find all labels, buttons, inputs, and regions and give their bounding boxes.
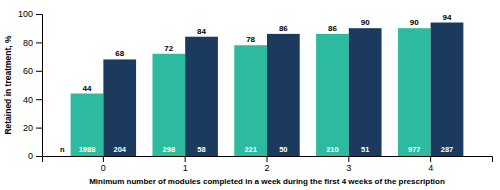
y-tick-label: 0: [28, 151, 33, 161]
x-tick-mark: [430, 156, 431, 162]
data-label: 72: [164, 44, 173, 53]
bar: [185, 37, 218, 156]
n-label: 1988: [79, 145, 96, 154]
n-label: 51: [361, 145, 369, 154]
x-axis-title: Minimum number of modules completed in a…: [89, 177, 445, 186]
data-label: 78: [246, 35, 255, 44]
axis-line: [43, 157, 493, 163]
y-axis: 0 20 40 60 80 100: [18, 9, 43, 161]
x-tick: 1: [183, 156, 188, 173]
n-label: 58: [197, 145, 205, 154]
n-label: 204: [113, 145, 126, 154]
x-tick-label: 3: [346, 163, 351, 173]
n-label: 298: [163, 145, 176, 154]
y-tick-label: 100: [18, 9, 33, 19]
n-label: 50: [279, 145, 287, 154]
bar: [152, 54, 185, 156]
bar: [103, 59, 136, 156]
y-tick: 60: [23, 66, 42, 76]
n-label: 977: [408, 145, 421, 154]
y-tick-mark: [36, 14, 42, 15]
y-tick-mark: [36, 128, 42, 129]
x-tick-mark: [348, 156, 349, 162]
y-tick: 20: [23, 123, 42, 133]
n-label: 210: [326, 145, 339, 154]
annotation: n: [60, 145, 65, 154]
bar: [234, 45, 267, 156]
x-tick-label: 2: [264, 163, 269, 173]
x-axis: 0 1 2 3 4: [43, 156, 493, 173]
data-label: 44: [83, 84, 92, 93]
y-tick-label: 80: [23, 38, 33, 48]
x-tick: 0: [101, 156, 106, 173]
data-labels: 44 72 78 86 90 68 84 86 90 94: [83, 13, 452, 93]
y-axis-title: Retained in treatment, %: [3, 35, 13, 135]
x-tick-mark: [185, 156, 186, 162]
bar: [398, 28, 431, 156]
x-tick: 4: [428, 156, 433, 173]
y-tick-label: 20: [23, 123, 33, 133]
y-tick-mark: [36, 42, 42, 43]
data-label: 90: [361, 18, 370, 27]
y-tick-mark: [36, 99, 42, 100]
bars: [71, 23, 464, 156]
bar: [267, 34, 300, 156]
y-tick-mark: [36, 156, 42, 157]
bar: [431, 23, 464, 156]
bar: [316, 34, 349, 156]
y-tick-label: 60: [23, 66, 33, 76]
x-tick-label: 4: [428, 163, 433, 173]
chart: 0204060801000123444727886906884869094198…: [0, 0, 500, 190]
y-tick: 0: [28, 151, 42, 161]
data-label: 90: [410, 18, 419, 27]
x-tick-label: 1: [183, 163, 188, 173]
data-label: 84: [197, 27, 206, 36]
data-label: 68: [115, 49, 124, 58]
n-label: 221: [244, 145, 257, 154]
data-label: 86: [328, 24, 337, 33]
n-labels: 1988 298 221 210 977 204 58 50 51 287: [79, 145, 454, 154]
y-tick: 100: [18, 9, 42, 19]
x-tick-label: 0: [101, 163, 106, 173]
y-tick: 80: [23, 38, 42, 48]
x-tick-mark: [103, 156, 104, 162]
n-label: 287: [441, 145, 454, 154]
data-label: 94: [443, 13, 452, 22]
bar: [71, 94, 104, 156]
axis-line: [36, 15, 43, 157]
y-tick-mark: [36, 71, 42, 72]
data-label: 86: [279, 24, 288, 33]
bar: [349, 28, 382, 156]
plot: 0204060801000123444727886906884869094198…: [3, 9, 493, 186]
x-tick: 3: [346, 156, 351, 173]
x-tick-mark: [267, 156, 268, 162]
x-tick: 2: [264, 156, 269, 173]
y-tick-label: 40: [23, 95, 33, 105]
y-tick: 40: [23, 95, 42, 105]
